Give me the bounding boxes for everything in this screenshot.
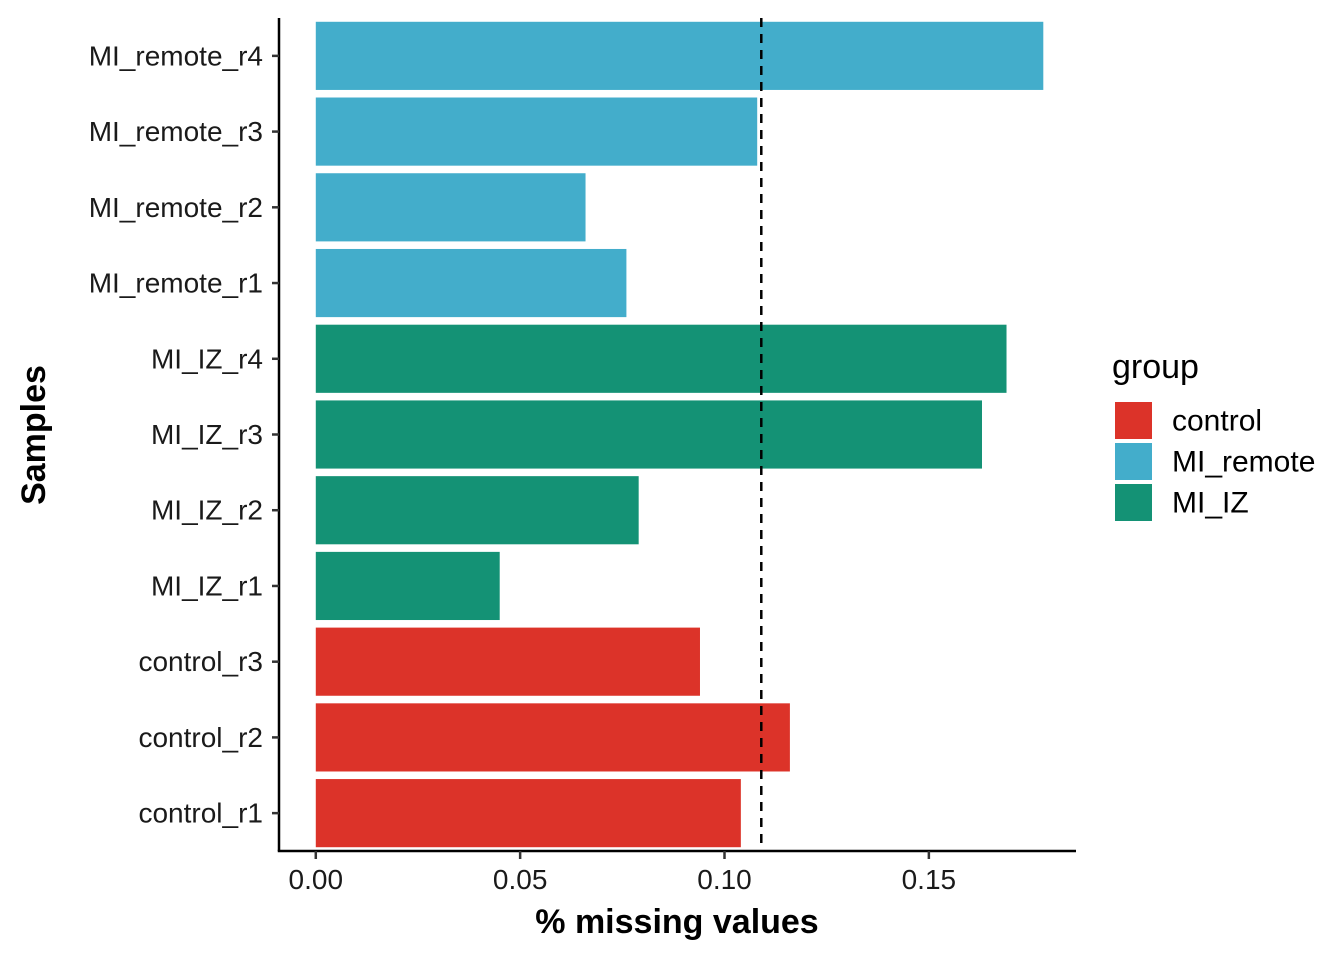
legend-label-control: control	[1172, 405, 1262, 438]
y-tick-label: control_r2	[138, 722, 263, 753]
x-ticks-layer: 0.00 0.05 0.10 0.15	[289, 851, 957, 895]
x-tick-label: 0.05	[493, 864, 548, 895]
y-axis-title: Samples	[15, 365, 53, 505]
legend-title: group	[1112, 348, 1199, 386]
legend-swatch-control	[1115, 402, 1152, 439]
bar-mi-iz-r4	[315, 324, 1007, 393]
y-tick-label: MI_remote_r3	[89, 116, 263, 147]
bar-mi-iz-r3	[315, 400, 982, 469]
y-tick-label: MI_IZ_r1	[151, 570, 263, 601]
legend-swatch-mi-remote	[1115, 443, 1152, 480]
bars-layer	[315, 21, 1044, 848]
y-tick-label: MI_remote_r1	[89, 268, 263, 299]
x-tick-label: 0.15	[902, 864, 957, 895]
y-tick-label: control_r3	[138, 646, 263, 677]
bar-mi-iz-r2	[315, 476, 639, 545]
y-ticks-layer: MI_remote_r4 MI_remote_r3 MI_remote_r2 MI_r…	[89, 40, 279, 829]
x-tick-label: 0.00	[289, 864, 344, 895]
bar-control-r1	[315, 779, 741, 848]
x-tick-label: 0.10	[697, 864, 752, 895]
bar-mi-remote-r2	[315, 173, 586, 242]
y-tick-label: MI_IZ_r2	[151, 495, 263, 526]
x-axis-title: % missing values	[535, 903, 818, 941]
legend-label-mi-iz: MI_IZ	[1172, 487, 1249, 520]
y-tick-label: MI_IZ_r3	[151, 419, 263, 450]
bar-mi-remote-r4	[315, 21, 1044, 90]
bar-mi-remote-r1	[315, 248, 627, 318]
bar-mi-remote-r3	[315, 97, 758, 166]
legend: group control MI_remote MI_IZ	[1112, 348, 1315, 521]
bar-mi-iz-r1	[315, 551, 500, 621]
legend-swatch-mi-iz	[1115, 484, 1152, 521]
bar-control-r3	[315, 627, 700, 696]
bar-control-r2	[315, 703, 790, 772]
legend-label-mi-remote: MI_remote	[1172, 446, 1315, 479]
y-tick-label: MI_remote_r4	[89, 40, 263, 71]
y-tick-label: MI_IZ_r4	[151, 343, 263, 374]
y-tick-label: control_r1	[138, 798, 263, 829]
y-tick-label: MI_remote_r2	[89, 192, 263, 223]
